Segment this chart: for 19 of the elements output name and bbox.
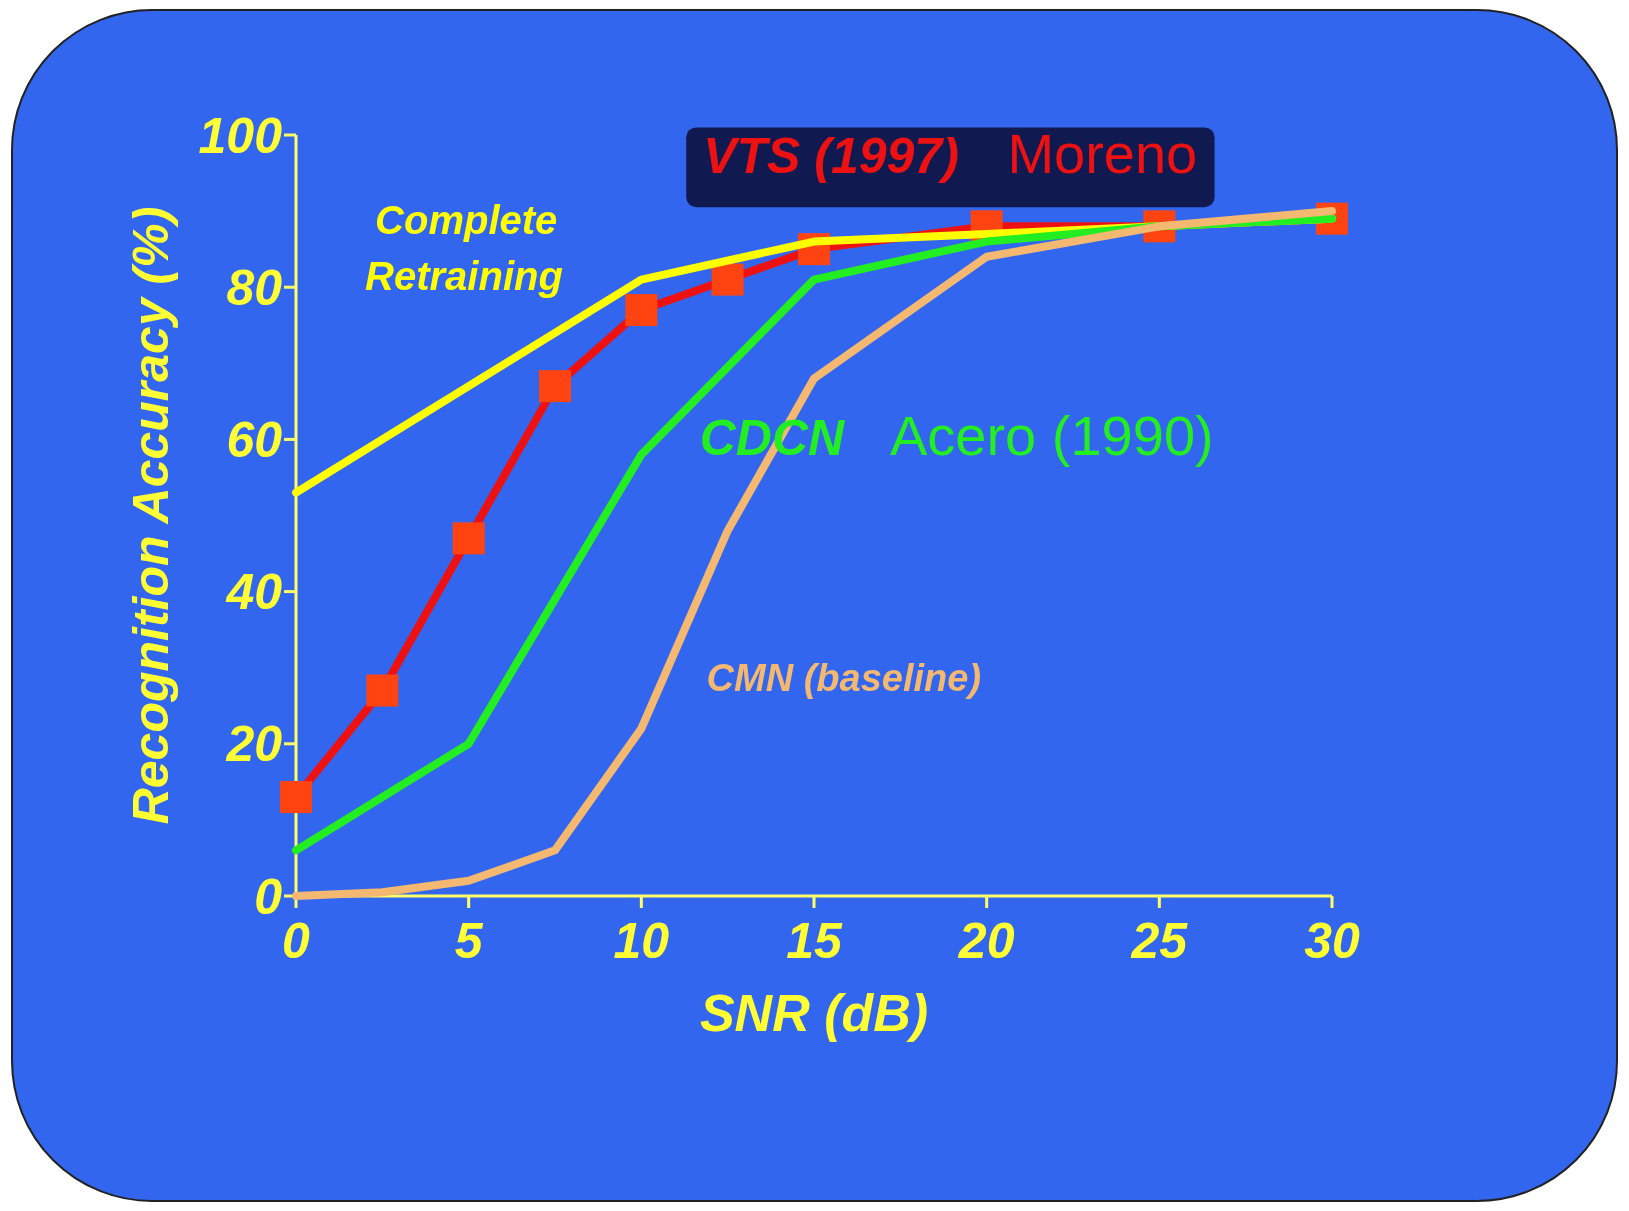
y-axis-title: Recognition Accuracy (%)	[123, 206, 179, 825]
annotation: Moreno	[1007, 122, 1198, 186]
annotation: Acero (1990)	[889, 403, 1214, 467]
x-axis-title: SNR (dB)	[699, 984, 929, 1042]
series-label: VTS (1997)	[703, 128, 959, 185]
y-tick-label: 40	[225, 564, 283, 621]
series-label: CMN (baseline)	[706, 656, 982, 699]
x-tick-label: 30	[1304, 913, 1360, 969]
x-tick-label: 15	[786, 913, 843, 969]
y-tick-label: 100	[198, 107, 283, 164]
y-tick-label: 80	[226, 259, 283, 316]
y-tick-label: 20	[225, 716, 283, 773]
y-tick-label: 0	[254, 868, 283, 925]
series-label: Complete Retraining	[365, 197, 563, 298]
y-tick-label: 60	[226, 411, 283, 468]
x-tick-label: 25	[1130, 913, 1189, 969]
x-tick-label: 5	[454, 913, 484, 969]
x-tick-label: 20	[957, 913, 1015, 969]
x-tick-label: 10	[613, 913, 670, 969]
